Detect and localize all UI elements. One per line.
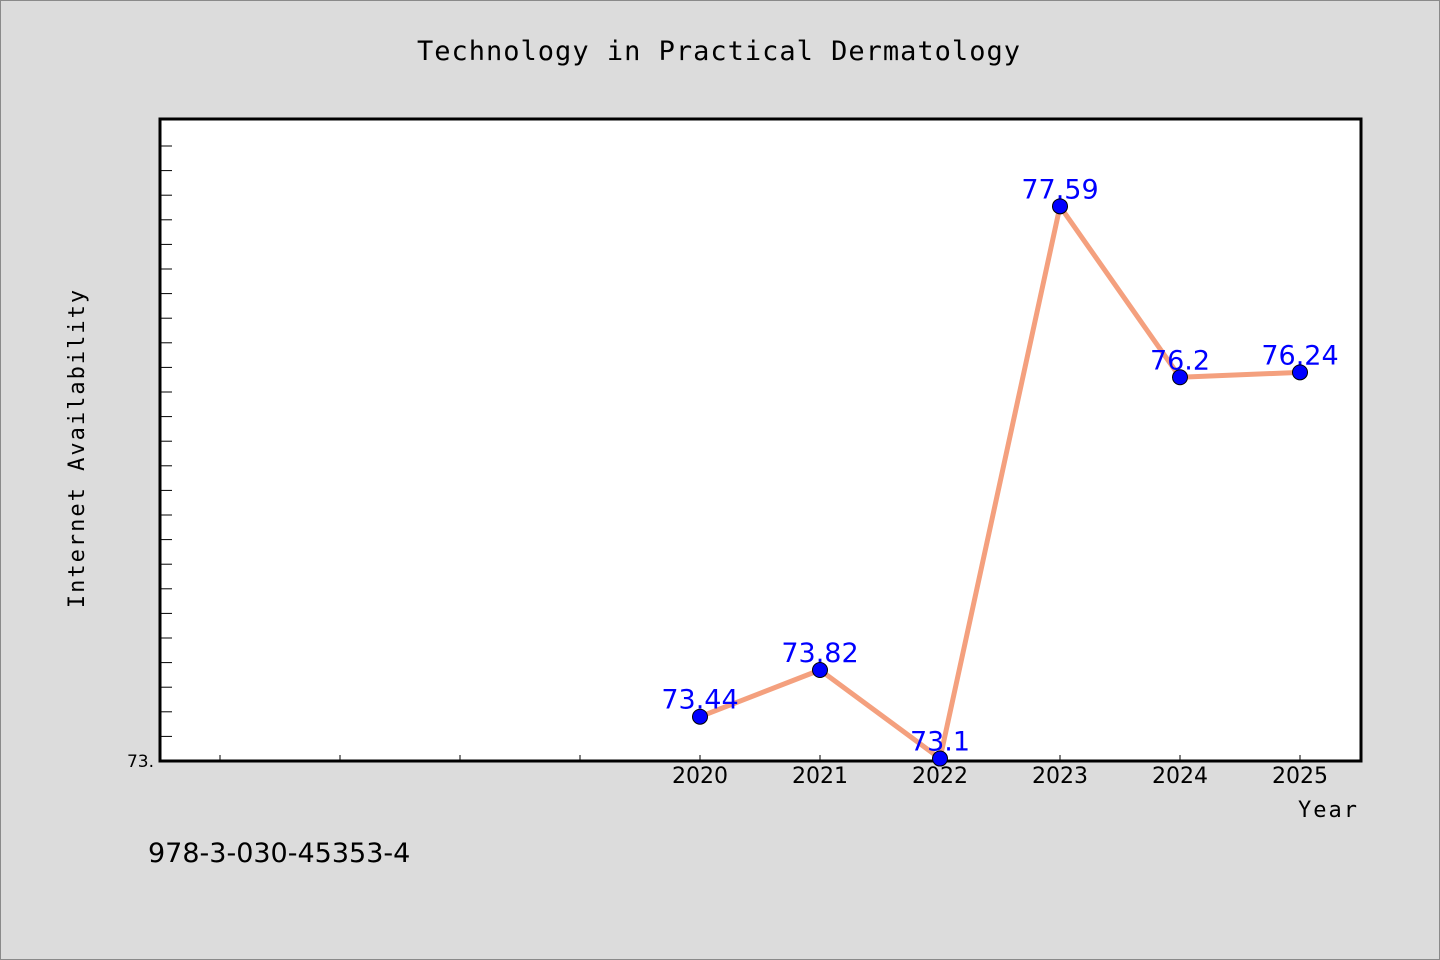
x-tick-label: 2024 [1152,764,1208,789]
data-point [932,750,948,767]
x-tick-label: 2025 [1272,764,1328,789]
chart-title: Technology in Practical Dermatology [417,36,1021,67]
data-point [1292,364,1308,381]
data-label: 73.44 [661,685,738,716]
x-tick-label: 2021 [792,764,848,789]
data-label: 76.24 [1261,340,1338,371]
x-tick-label: 2023 [1032,764,1088,789]
y-min-tick-label: 73. [127,752,154,772]
data-point [1172,369,1188,386]
data-label: 77.59 [1021,174,1098,205]
y-axis-ticks [160,145,172,762]
isbn-text: 978-3-030-45353-4 [148,838,410,869]
data-point [692,708,708,725]
plot-area [158,117,1363,763]
x-tick-label: 2020 [672,764,728,789]
y-axis-label: Internet Availability [65,288,90,608]
data-label: 73.82 [781,638,858,669]
series-line [697,203,1303,762]
data-point [812,661,828,678]
data-label: 76.2 [1150,345,1210,376]
x-tick-label: 2022 [912,764,968,789]
x-tick-labels: 2020 2021 2022 2023 2024 2025 [672,764,1328,789]
series-layer: 73.44 73.82 73.1 77.59 76.2 76.24 [661,174,1339,767]
x-axis-label: Year [1298,798,1359,823]
data-point [1052,198,1068,215]
data-label: 73.1 [910,727,970,758]
